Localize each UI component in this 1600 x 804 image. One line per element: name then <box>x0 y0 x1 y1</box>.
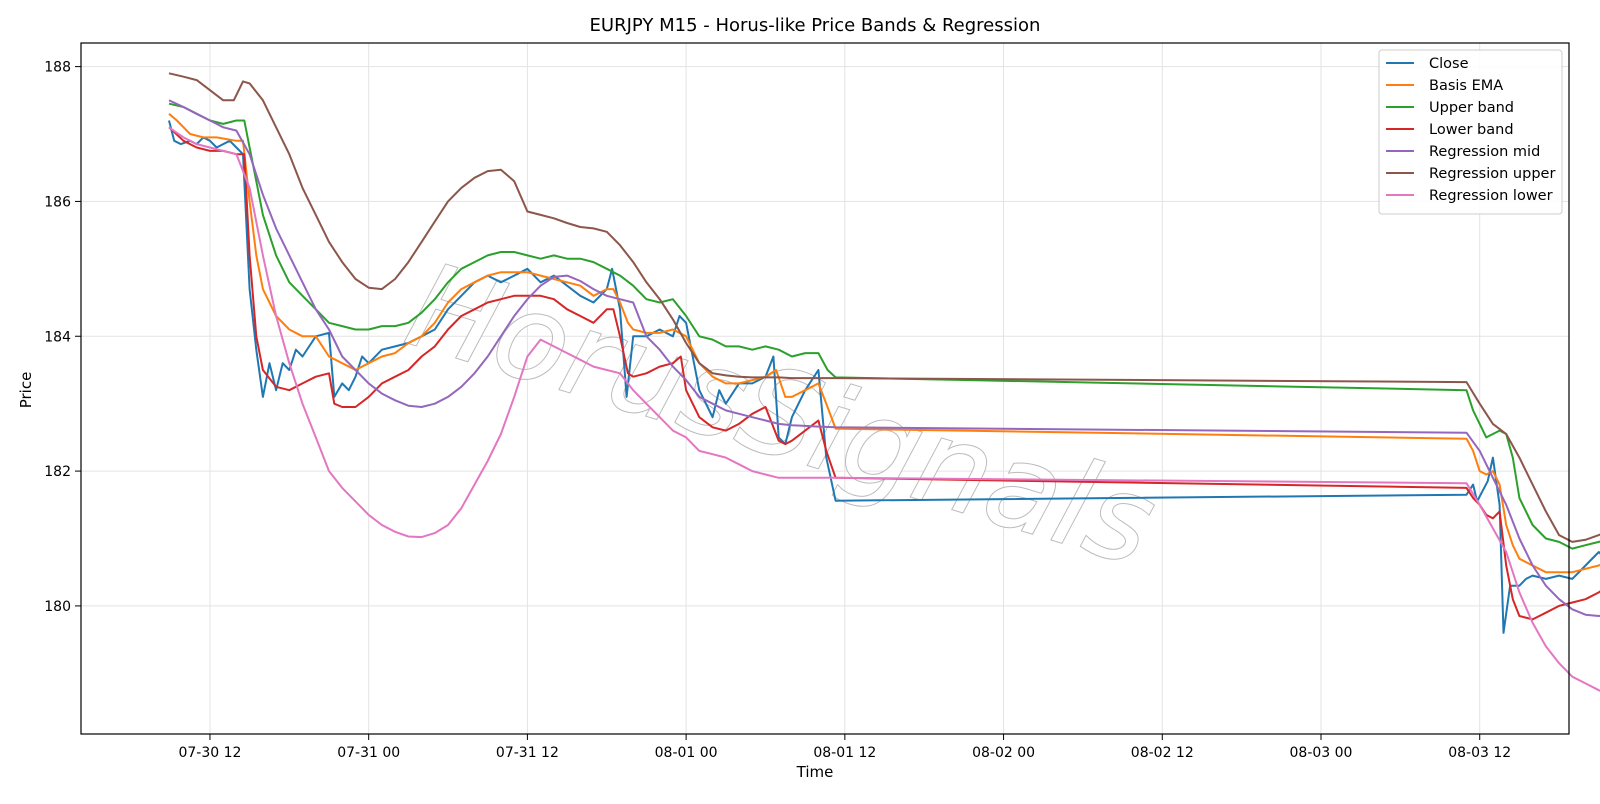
legend-label: Regression upper <box>1429 166 1555 182</box>
legend: Close Basis EMA Upper band Lower band Regres… <box>1378 49 1563 215</box>
x-axis-label: Time <box>796 763 834 781</box>
x-ticks: 07-30 12 07-31 00 07-31 12 08-01 00 08-01 12… <box>178 734 1511 761</box>
watermark: HorusSignals <box>393 235 1171 594</box>
series-line-close <box>168 120 1600 634</box>
y-tick-label: 188 <box>44 60 71 76</box>
y-tick-label: 186 <box>44 194 71 210</box>
x-tick-label: 08-03 12 <box>1448 745 1511 761</box>
chart-title: EURJPY M15 - Horus-like Price Bands & Re… <box>590 15 1041 36</box>
series-line-basis-ema <box>168 113 1600 574</box>
series-line-regression-lower <box>168 126 1600 692</box>
x-tick-label: 08-01 00 <box>655 745 718 761</box>
y-tick-label: 182 <box>44 464 71 480</box>
legend-label: Lower band <box>1429 122 1514 138</box>
legend-label: Regression lower <box>1429 188 1553 204</box>
x-tick-label: 07-31 00 <box>337 745 400 761</box>
legend-label: Basis EMA <box>1429 78 1503 94</box>
x-tick-label: 08-03 00 <box>1290 745 1353 761</box>
x-tick-label: 07-30 12 <box>178 745 241 761</box>
plot-frame <box>80 42 1570 735</box>
x-tick-label: 07-31 12 <box>496 745 559 761</box>
y-tick-label: 180 <box>44 599 71 615</box>
y-axis-label: Price <box>17 372 35 409</box>
legend-label: Close <box>1429 56 1469 72</box>
x-tick-label: 08-02 12 <box>1131 745 1194 761</box>
series-lines <box>168 72 1600 692</box>
series-line-lower-band <box>168 126 1600 621</box>
x-tick-label: 08-01 12 <box>813 745 876 761</box>
series-line-regression-upper <box>168 72 1600 543</box>
watermark-text: HorusSignals <box>394 236 1170 593</box>
series-line-regression-mid <box>168 99 1600 617</box>
y-ticks: 180 182 184 186 188 <box>44 60 81 615</box>
y-tick-label: 184 <box>44 329 71 345</box>
x-tick-label: 08-02 00 <box>972 745 1035 761</box>
legend-label: Regression mid <box>1429 144 1540 160</box>
legend-label: Upper band <box>1429 100 1514 116</box>
legend-box <box>1378 49 1563 215</box>
